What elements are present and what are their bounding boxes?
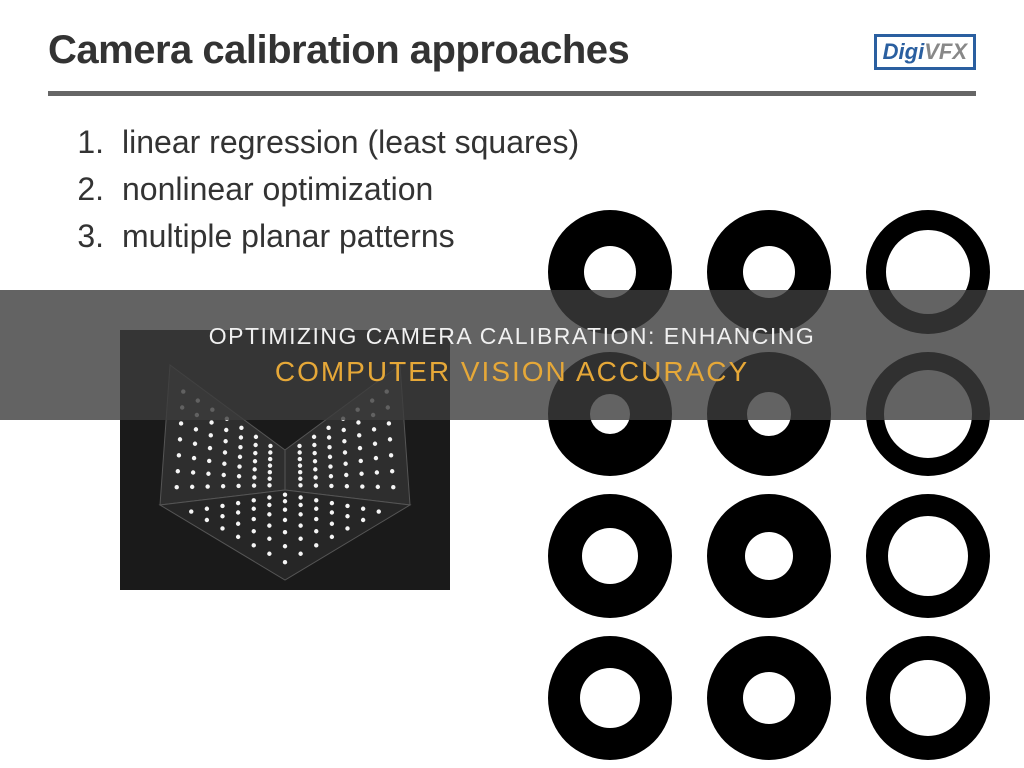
list-number: 1. bbox=[60, 124, 104, 161]
ring-cell bbox=[693, 631, 844, 765]
logo-text-1: Digi bbox=[883, 39, 925, 65]
ring-pattern-grid bbox=[534, 205, 1004, 765]
page-title: Camera calibration approaches bbox=[48, 28, 629, 73]
ring-cell bbox=[693, 489, 844, 623]
content-area bbox=[0, 170, 1024, 768]
ring-icon bbox=[544, 490, 676, 622]
ring-icon bbox=[703, 490, 835, 622]
ring-icon bbox=[862, 632, 994, 764]
ring-icon bbox=[544, 632, 676, 764]
ring-icon bbox=[862, 490, 994, 622]
ring-cell bbox=[853, 631, 1004, 765]
overlay-banner: OPTIMIZING CAMERA CALIBRATION: ENHANCING… bbox=[0, 290, 1024, 420]
title-rule bbox=[48, 91, 976, 96]
slide: Camera calibration approaches DigiVFX 1.… bbox=[0, 0, 1024, 768]
overlay-text-2: COMPUTER VISION ACCURACY bbox=[275, 356, 749, 388]
logo-badge: DigiVFX bbox=[874, 34, 976, 70]
ring-cell bbox=[853, 489, 1004, 623]
ring-icon bbox=[703, 632, 835, 764]
list-text: linear regression (least squares) bbox=[122, 124, 579, 161]
overlay-text-1: OPTIMIZING CAMERA CALIBRATION: ENHANCING bbox=[209, 323, 816, 350]
ring-cell bbox=[534, 631, 685, 765]
list-item: 1. linear regression (least squares) bbox=[60, 124, 976, 161]
logo-text-2: VFX bbox=[924, 39, 967, 65]
ring-cell bbox=[534, 489, 685, 623]
header-row: Camera calibration approaches DigiVFX bbox=[48, 28, 976, 73]
